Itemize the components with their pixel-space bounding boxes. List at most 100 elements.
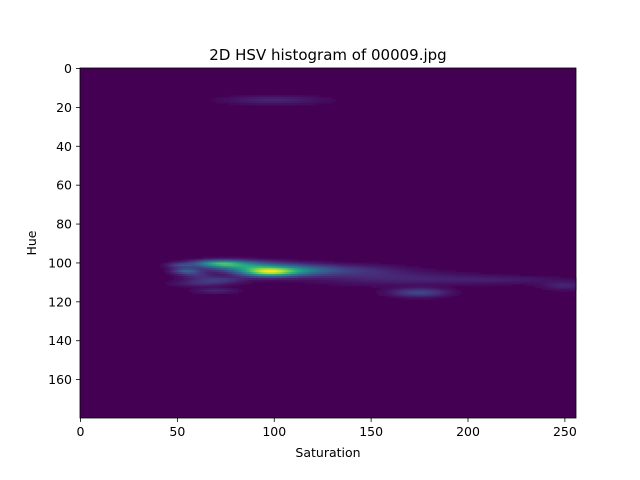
heatmap-cell (492, 281, 496, 285)
y-tick-label: 60 (56, 178, 72, 193)
heatmap-cell (229, 270, 232, 273)
heatmap-cell (430, 287, 434, 291)
heatmap-cell (556, 285, 559, 289)
heatmap-cell (517, 274, 521, 277)
plot-frame (79, 67, 577, 419)
heatmap-cell (264, 270, 267, 273)
heatmap-cell (310, 95, 313, 98)
heatmap-cell (403, 295, 406, 298)
heatmap-cell (188, 285, 191, 289)
heatmap-cell (221, 268, 224, 271)
heatmap-cell (374, 278, 377, 281)
heatmap-cell (300, 274, 304, 277)
heatmap-cell (486, 274, 490, 277)
heatmap-cell (339, 264, 342, 267)
heatmap-cell (333, 99, 337, 102)
heatmap-cell (271, 270, 275, 273)
heatmap-cell (260, 262, 263, 265)
heatmap-cell (196, 260, 199, 263)
heatmap-cell (174, 283, 178, 287)
heatmap-cell (469, 274, 472, 277)
heatmap-cell (293, 268, 296, 271)
heatmap-cell (328, 270, 331, 273)
heatmap-cell (314, 103, 317, 106)
heatmap-cell (215, 276, 218, 279)
heatmap-cell (543, 285, 546, 289)
heatmap-cell (415, 272, 418, 275)
heatmap-cell (238, 272, 242, 275)
heatmap-cell (308, 272, 311, 275)
heatmap-cell (453, 283, 457, 287)
heatmap-cell (176, 281, 180, 285)
heatmap-cell (306, 274, 310, 277)
heatmap-cell (391, 289, 395, 293)
heatmap-cell (455, 279, 459, 283)
heatmap-cell (357, 270, 360, 273)
heatmap-cell (512, 276, 515, 279)
heatmap-cell (407, 270, 410, 273)
heatmap-cell (184, 278, 187, 281)
heatmap-cell (409, 289, 412, 293)
heatmap-cell (403, 281, 406, 285)
heatmap-cell (494, 281, 497, 285)
heatmap-cell (465, 278, 468, 281)
heatmap-cell (233, 272, 236, 275)
heatmap-cell (417, 285, 420, 289)
heatmap-cell (215, 260, 218, 263)
heatmap-cell (343, 281, 346, 285)
heatmap-cell (455, 276, 459, 279)
heatmap-cell (254, 262, 257, 265)
heatmap-cell (312, 274, 315, 277)
heatmap-cell (543, 276, 546, 279)
heatmap-cell (339, 270, 342, 273)
heatmap-cell (326, 97, 329, 100)
heatmap-cell (488, 278, 492, 281)
heatmap-cell (252, 274, 255, 277)
heatmap-cell (362, 279, 366, 283)
heatmap-cell (304, 270, 308, 273)
heatmap-cell (355, 281, 358, 285)
heatmap-cell (200, 289, 203, 293)
heatmap-cell (442, 289, 445, 293)
heatmap-cell (374, 268, 377, 271)
heatmap-cell (541, 278, 544, 281)
heatmap-cell (310, 266, 313, 269)
heatmap-cell (407, 297, 410, 300)
heatmap-cell (273, 276, 277, 279)
heatmap-cell (300, 262, 304, 265)
heatmap-cell (432, 279, 435, 283)
heatmap-cell (267, 279, 271, 283)
heatmap-cell (200, 276, 203, 279)
heatmap-cell (285, 258, 288, 261)
heatmap-cell (393, 295, 397, 298)
heatmap-cell (316, 262, 319, 265)
heatmap-cell (386, 279, 389, 283)
heatmap-cell (562, 281, 565, 285)
heatmap-cell (450, 295, 453, 298)
heatmap-cell (421, 285, 424, 289)
heatmap-cell (223, 99, 226, 102)
heatmap-cell (560, 289, 563, 293)
heatmap-cell (360, 272, 364, 275)
heatmap-cell (196, 258, 199, 261)
heatmap-cell (227, 278, 230, 281)
heatmap-cell (386, 270, 389, 273)
heatmap-cell (562, 278, 565, 281)
y-tick-label: 80 (56, 217, 72, 232)
heatmap-cell (417, 272, 420, 275)
heatmap-cell (229, 279, 232, 283)
heatmap-cell (550, 285, 554, 289)
heatmap-cell (281, 97, 284, 100)
heatmap-cell (430, 279, 434, 283)
heatmap-cell (196, 264, 199, 267)
heatmap-cell (341, 276, 344, 279)
heatmap-cell (316, 95, 319, 98)
heatmap-cell (316, 260, 319, 263)
heatmap-cell (329, 272, 333, 275)
heatmap-cell (244, 95, 248, 98)
heatmap-cell (198, 278, 201, 281)
heatmap-cell (386, 268, 389, 271)
heatmap-cell (264, 279, 267, 283)
heatmap-cell (211, 279, 215, 283)
heatmap-cell (554, 283, 558, 287)
